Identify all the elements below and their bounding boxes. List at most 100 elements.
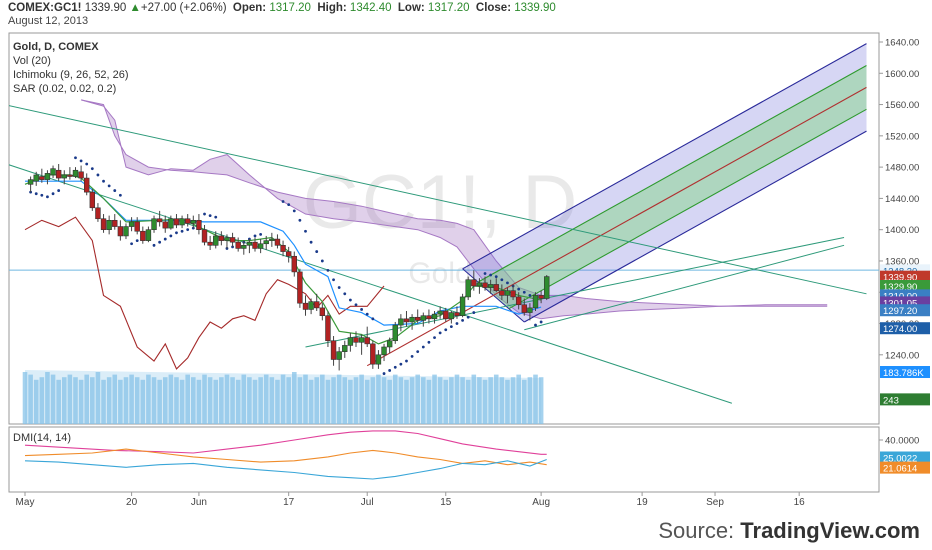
sar-dot (208, 214, 212, 218)
close-value: 1339.90 (514, 2, 556, 14)
candle-body (358, 337, 365, 343)
y-tick-label: 1600.00 (885, 69, 919, 80)
open-label: Open: (232, 2, 267, 14)
y-tick-label: 1400.00 (885, 225, 919, 236)
candle-body (106, 219, 112, 230)
volume-bar (314, 377, 320, 424)
price-label: 1301.05 (883, 298, 917, 309)
candle-body (459, 296, 466, 317)
volume-bar (73, 377, 78, 424)
candle-body (302, 302, 309, 310)
sar-dot (281, 200, 285, 203)
volume-bar (241, 374, 247, 424)
candle-body (145, 229, 152, 241)
candle-body (476, 282, 483, 287)
candle-body (448, 312, 455, 320)
candle-body (532, 295, 539, 309)
volume-bar (331, 377, 336, 424)
volume-bar (61, 377, 67, 424)
sar-dot (388, 369, 392, 372)
pitchfork-tine (524, 130, 867, 323)
sar-dot (449, 325, 453, 329)
candle-body (499, 290, 505, 296)
sar-dot (292, 209, 296, 213)
volume-bar (162, 377, 168, 424)
sar-dot (309, 240, 313, 244)
volume-bar (146, 374, 151, 424)
sar-dot (287, 203, 291, 207)
price-label-box (880, 366, 930, 379)
candle-body (319, 307, 326, 317)
volume-bar (247, 377, 252, 424)
low-value: 1317.20 (427, 2, 470, 14)
x-tick-label: Jun (191, 497, 207, 508)
volume-bar (482, 379, 488, 424)
volume-bar (213, 379, 219, 424)
sar-dot (354, 303, 358, 307)
volume-bar (342, 377, 348, 424)
volume-bar (95, 372, 101, 424)
candle-body (168, 218, 174, 229)
x-tick-label: 19 (637, 497, 649, 508)
candle-body (414, 316, 421, 321)
price-label: 183.786K (883, 368, 924, 379)
volume-bar (185, 374, 190, 424)
candle-body (224, 237, 230, 241)
candle-body (336, 351, 342, 360)
volume-bar (235, 379, 241, 424)
sar-dot (382, 372, 386, 375)
candle-body (201, 229, 208, 243)
candle-body (246, 241, 253, 246)
candle-body (72, 169, 79, 177)
sar-dot (74, 156, 77, 160)
candle-body (27, 179, 34, 185)
base-line (25, 180, 542, 326)
dmi-pane-frame (8, 426, 880, 493)
sar-dot (107, 184, 111, 188)
candle-body (437, 310, 443, 315)
volume-bar (297, 377, 303, 424)
sar-dot (85, 162, 89, 166)
candle-body (431, 313, 438, 320)
volume-bar (381, 377, 387, 424)
sar-dot (51, 192, 55, 196)
dmi-label: DMI(14, 14) (13, 432, 71, 444)
sar-dot (29, 190, 33, 194)
sar-dot (203, 212, 206, 216)
candle-body (190, 219, 196, 224)
volume-bar (308, 379, 314, 424)
volume-bar (174, 377, 179, 424)
candle-body (392, 324, 398, 342)
pitchfork-median (366, 86, 867, 367)
volume-bar (196, 379, 202, 424)
trend-line (9, 164, 733, 404)
candle-body (61, 174, 67, 179)
sar-dot (175, 231, 178, 235)
volume-bar (39, 377, 45, 424)
volume-bar (449, 377, 454, 424)
candle-body (140, 230, 146, 241)
candle-body (515, 296, 522, 306)
candle-body (235, 241, 241, 249)
candle-body (207, 241, 213, 246)
candle-body (263, 240, 269, 245)
y-tick-label: 1640.00 (885, 38, 919, 49)
candle-body (78, 171, 84, 179)
sar-dot (461, 318, 464, 322)
x-tick-label: 17 (283, 497, 295, 508)
volume-bar (336, 374, 342, 424)
volume-bar (404, 379, 409, 424)
volume-bar (465, 379, 471, 424)
volume-bar (398, 377, 404, 424)
low-label: Low: (397, 2, 425, 14)
volume-bar (101, 379, 106, 424)
volume-bar (84, 374, 90, 424)
candle-body (314, 301, 320, 309)
sar-dot (438, 331, 442, 335)
volume-bar (118, 379, 123, 424)
sar-dot (348, 298, 352, 302)
close-label: Close: (475, 2, 512, 14)
volume-bar (134, 377, 140, 424)
legend-entry: SAR (0.02, 0.02, 0.2) (13, 83, 116, 95)
